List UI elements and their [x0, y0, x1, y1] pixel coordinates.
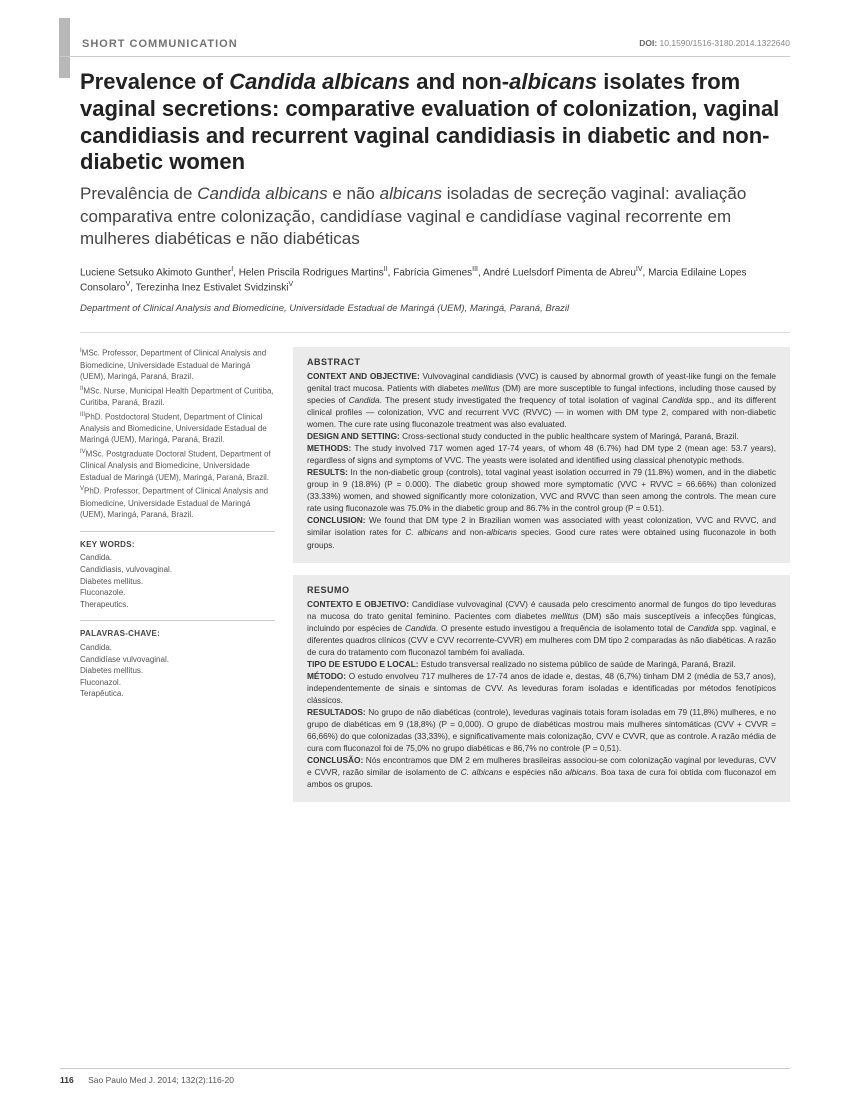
title-divider [80, 332, 790, 333]
resumo-body: CONTEXTO E OBJETIVO: Candidíase vulvovag… [307, 598, 776, 790]
sidebar-divider-1 [80, 531, 275, 532]
side-tab [59, 18, 70, 78]
abstract-heading: ABSTRACT [307, 357, 776, 367]
footer-text: 116 Sao Paulo Med J. 2014; 132(2):116-20 [60, 1075, 790, 1085]
page: SHORT COMMUNICATION DOI: 10.1590/1516-31… [0, 0, 850, 1113]
footer-citation: Sao Paulo Med J. 2014; 132(2):116-20 [88, 1075, 234, 1085]
title-block: Prevalence of Candida albicans and non-a… [80, 69, 790, 251]
main-column: ABSTRACT CONTEXT AND OBJECTIVE: Vulvovag… [293, 347, 790, 813]
keywords-en-heading: KEY WORDS: [80, 539, 275, 551]
affiliations-list: IMSc. Professor, Department of Clinical … [80, 347, 275, 521]
doi-value: 10.1590/1516-3180.2014.1322640 [660, 38, 790, 48]
header-rule [60, 56, 790, 57]
footer: 116 Sao Paulo Med J. 2014; 132(2):116-20 [60, 1068, 790, 1085]
doi-label: DOI: [639, 38, 657, 48]
title-en: Prevalence of Candida albicans and non-a… [80, 69, 790, 176]
doi: DOI: 10.1590/1516-3180.2014.1322640 [639, 38, 790, 48]
page-number: 116 [60, 1075, 74, 1085]
abstract-box: ABSTRACT CONTEXT AND OBJECTIVE: Vulvovag… [293, 347, 790, 562]
columns: IMSc. Professor, Department of Clinical … [80, 347, 790, 813]
header-bar: SHORT COMMUNICATION DOI: 10.1590/1516-31… [60, 35, 790, 57]
section-label: SHORT COMMUNICATION [82, 38, 238, 50]
resumo-box: RESUMO CONTEXTO E OBJETIVO: Candidíase v… [293, 575, 790, 802]
resumo-heading: RESUMO [307, 585, 776, 595]
authors: Luciene Setsuko Akimoto GuntherI, Helen … [80, 265, 790, 296]
sidebar-divider-2 [80, 620, 275, 621]
keywords-pt-list: Candida.Candidíase vulvovaginal.Diabetes… [80, 642, 275, 700]
affiliation-line: Department of Clinical Analysis and Biom… [80, 303, 790, 314]
sidebar: IMSc. Professor, Department of Clinical … [80, 347, 275, 813]
title-pt: Prevalência de Candida albicans e não al… [80, 183, 790, 250]
keywords-en-list: Candida.Candidiasis, vulvovaginal.Diabet… [80, 552, 275, 610]
keywords-pt-heading: PALAVRAS-CHAVE: [80, 628, 275, 640]
abstract-body: CONTEXT AND OBJECTIVE: Vulvovaginal cand… [307, 370, 776, 550]
